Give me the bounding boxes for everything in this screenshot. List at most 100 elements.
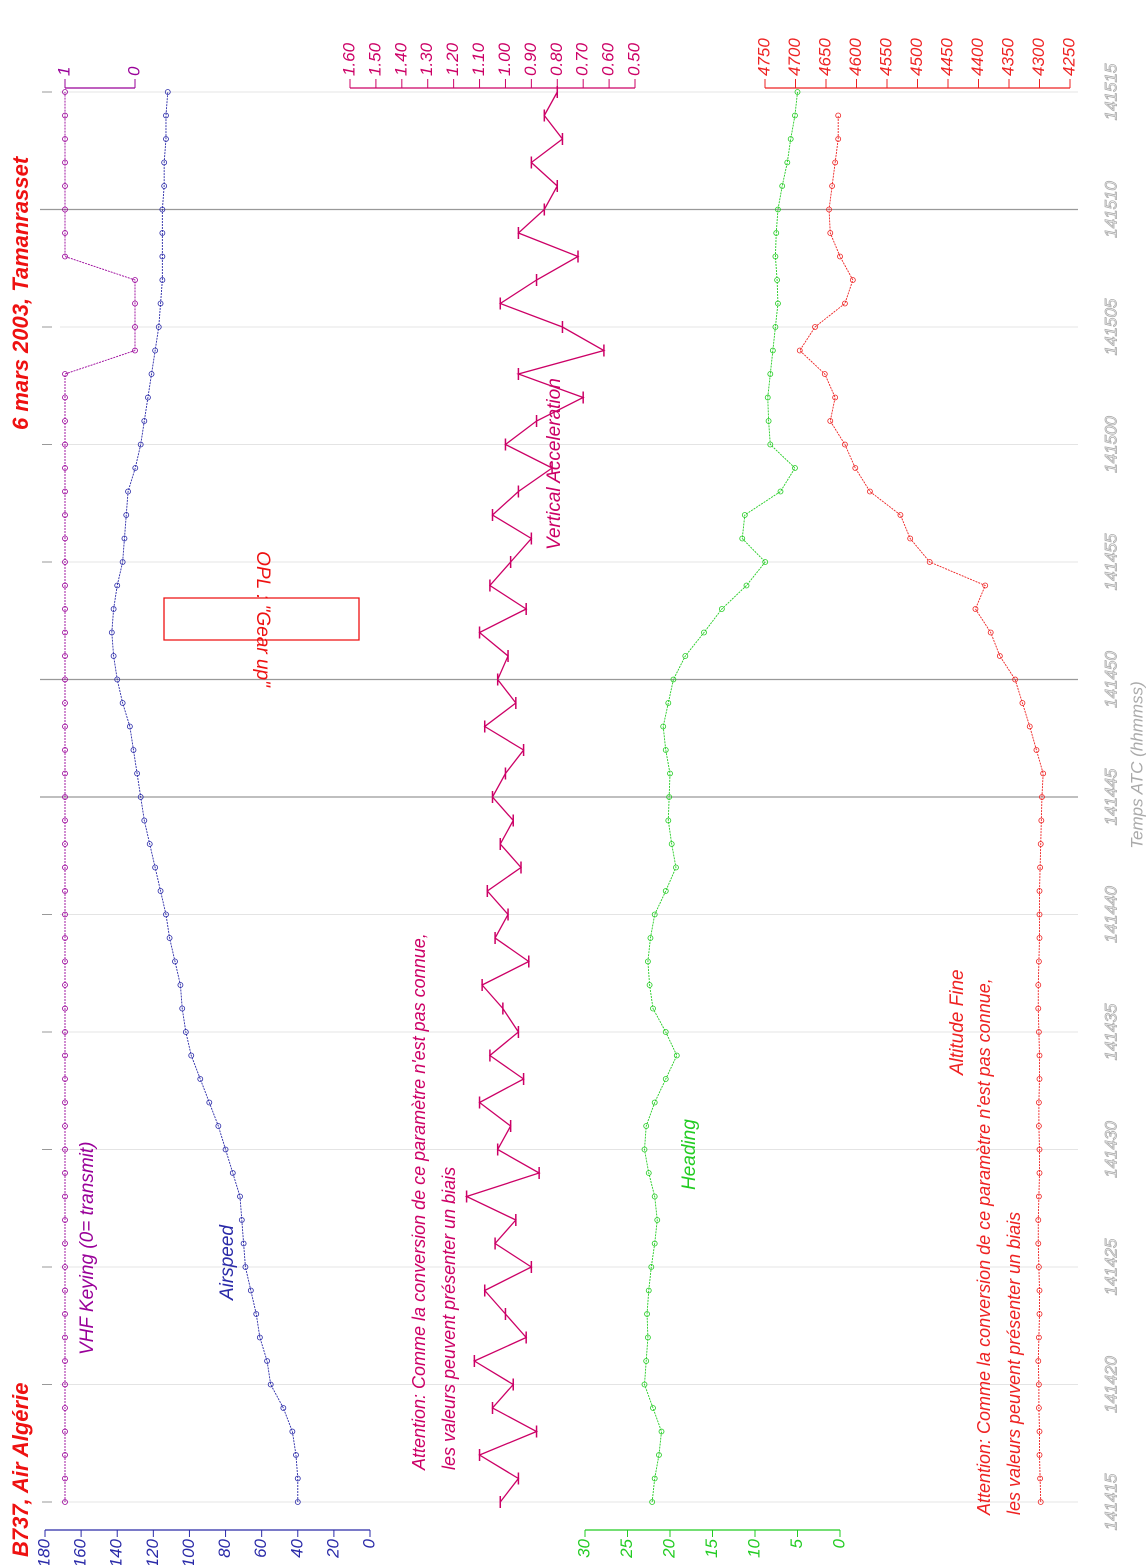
data-point bbox=[62, 794, 68, 800]
data-point bbox=[907, 535, 914, 542]
data-point bbox=[670, 676, 677, 683]
y-tick-label: 20 bbox=[659, 1538, 678, 1558]
data-point bbox=[1036, 1052, 1043, 1059]
data-point bbox=[842, 441, 848, 448]
y-tick-label: 0 bbox=[359, 1538, 378, 1548]
data-point bbox=[108, 629, 115, 636]
data-point bbox=[62, 1005, 68, 1012]
data-point bbox=[62, 935, 68, 941]
data-point bbox=[662, 1029, 669, 1035]
data-point bbox=[163, 911, 169, 918]
y-tick-label: 1.40 bbox=[391, 42, 410, 76]
x-tick-label: 141445 bbox=[1101, 768, 1120, 825]
data-point bbox=[62, 1193, 68, 1200]
data-point bbox=[62, 465, 68, 471]
data-point bbox=[119, 700, 126, 706]
data-point bbox=[832, 394, 839, 401]
data-point bbox=[827, 230, 834, 236]
data-point bbox=[1035, 1123, 1042, 1129]
data-point bbox=[62, 817, 68, 824]
x-tick-label: 141500 bbox=[1101, 416, 1120, 473]
data-point bbox=[1036, 1146, 1043, 1153]
data-point bbox=[62, 1264, 68, 1270]
data-point bbox=[774, 277, 780, 283]
y-tick-label: 4550 bbox=[876, 38, 895, 76]
y-tick-label: 4450 bbox=[937, 38, 956, 76]
series-line bbox=[799, 115, 1044, 1503]
data-point bbox=[765, 418, 772, 424]
series-label: VHF Keying (0= transmit) bbox=[77, 1142, 98, 1355]
data-point bbox=[62, 1452, 68, 1458]
data-point bbox=[62, 253, 68, 260]
data-point bbox=[1035, 1005, 1042, 1012]
y-tick-label: 30 bbox=[574, 1538, 593, 1557]
data-point bbox=[867, 488, 873, 495]
series-line bbox=[644, 91, 798, 1503]
y-tick-label: 0.90 bbox=[521, 42, 540, 76]
series-label: Heading bbox=[679, 1119, 700, 1190]
data-point bbox=[649, 1499, 656, 1505]
data-point bbox=[293, 1452, 299, 1458]
data-point bbox=[62, 1287, 68, 1294]
y-tick-label: 4350 bbox=[998, 38, 1017, 76]
data-point bbox=[787, 136, 794, 142]
data-point bbox=[197, 1076, 204, 1082]
data-point bbox=[794, 89, 801, 95]
data-point bbox=[62, 864, 68, 871]
y-tick-label: 0.50 bbox=[624, 42, 643, 76]
data-point bbox=[1035, 1358, 1042, 1364]
data-point bbox=[662, 1076, 669, 1082]
y-tick-label: 4700 bbox=[785, 38, 804, 76]
data-point bbox=[123, 512, 130, 518]
data-point bbox=[62, 1428, 68, 1435]
data-point bbox=[643, 1358, 650, 1364]
data-point bbox=[777, 488, 784, 495]
data-point bbox=[741, 512, 748, 518]
data-point bbox=[996, 653, 1003, 659]
x-tick-label: 141415 bbox=[1101, 1473, 1120, 1530]
chart-subtitle: 6 mars 2003, Tamanrasset bbox=[8, 155, 33, 430]
data-point bbox=[701, 629, 707, 636]
x-tick-label: 141430 bbox=[1101, 1121, 1120, 1178]
data-point bbox=[842, 300, 848, 307]
data-point bbox=[62, 206, 68, 213]
x-tick-label: 141505 bbox=[1101, 298, 1120, 355]
data-point bbox=[141, 817, 148, 824]
data-point bbox=[62, 958, 68, 965]
data-point bbox=[62, 1381, 68, 1388]
x-tick-label: 141435 bbox=[1101, 1003, 1120, 1060]
data-point bbox=[240, 1240, 247, 1247]
data-point bbox=[662, 747, 669, 753]
data-point bbox=[682, 653, 689, 659]
data-point bbox=[644, 1311, 650, 1317]
data-point bbox=[141, 418, 148, 424]
y-tick-label: 140 bbox=[107, 1538, 126, 1565]
data-point bbox=[654, 1217, 661, 1223]
data-point bbox=[62, 676, 68, 683]
y-tick-label: 60 bbox=[251, 1538, 270, 1557]
y-tick-label: 40 bbox=[287, 1538, 306, 1557]
data-point bbox=[1036, 1311, 1043, 1317]
data-point bbox=[1035, 982, 1042, 988]
data-point bbox=[152, 864, 159, 871]
data-point bbox=[739, 535, 746, 542]
data-point bbox=[62, 1334, 68, 1341]
data-point bbox=[769, 347, 776, 354]
x-tick-label: 141440 bbox=[1101, 886, 1120, 943]
note-line: Attention: Comme la conversion de ce par… bbox=[974, 978, 994, 1516]
data-point bbox=[264, 1358, 270, 1364]
data-point bbox=[62, 1099, 68, 1106]
y-tick-label: 1.20 bbox=[443, 42, 462, 76]
data-point bbox=[62, 89, 68, 95]
data-point bbox=[1036, 1076, 1043, 1082]
data-point bbox=[62, 371, 68, 377]
data-point bbox=[62, 582, 68, 589]
data-point bbox=[1019, 700, 1026, 706]
data-point bbox=[62, 136, 68, 142]
data-point bbox=[62, 982, 68, 988]
data-point bbox=[645, 1170, 652, 1176]
data-point bbox=[62, 230, 68, 236]
data-point bbox=[645, 958, 651, 965]
data-point bbox=[62, 1405, 68, 1411]
